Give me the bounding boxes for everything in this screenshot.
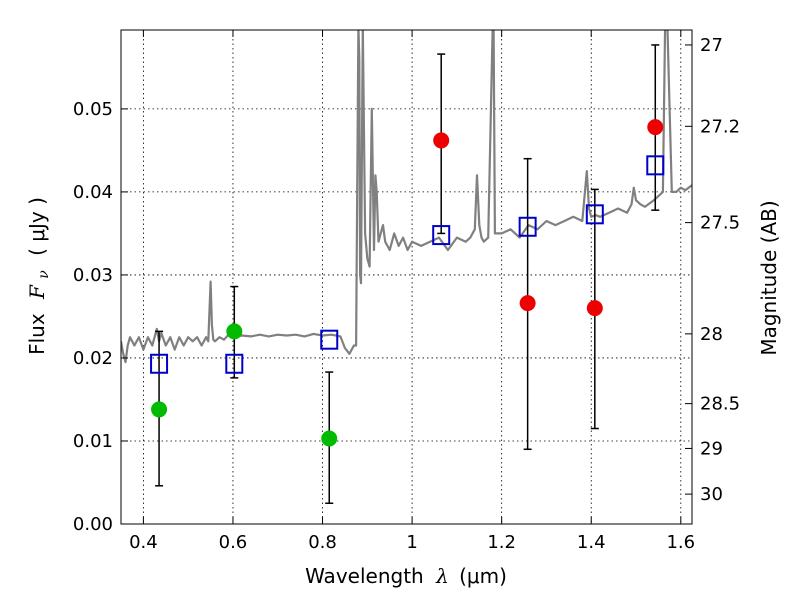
error-bars-layer (155, 44, 660, 504)
right-tick-label: 28.5 (700, 394, 740, 415)
y-tick-label: 0.03 (73, 265, 113, 286)
right-tick-label: 27 (700, 35, 723, 56)
model-flux-square (150, 353, 169, 374)
x-tick-label: 1.2 (487, 532, 516, 553)
photometry-point (586, 300, 603, 317)
photometry-point (433, 132, 450, 149)
x-axis-label: Wavelength λ (μm) (305, 564, 507, 588)
right-tick-label: 27.2 (700, 116, 740, 137)
model-flux-square (225, 353, 244, 374)
model-spectrum-line (121, 30, 692, 364)
y-axis-label-subscript: ν (36, 270, 52, 279)
model-flux-square (646, 155, 665, 176)
photometry-point (151, 401, 168, 418)
right-axis-label: Magnitude (AB) (757, 200, 781, 355)
photometry-point (647, 119, 664, 136)
y-tick-label: 0.02 (73, 348, 113, 369)
x-tick-label: 1 (406, 532, 417, 553)
model-flux-square (320, 329, 339, 350)
model-flux-square (518, 216, 537, 237)
y-tick-label: 0.00 (73, 514, 113, 535)
right-tick-label: 28 (700, 324, 723, 345)
right-tick-label: 27.5 (700, 213, 740, 234)
x-tick-label: 1.4 (577, 532, 606, 553)
plot-frame (120, 29, 693, 525)
y-axis-label-symbol: F (25, 284, 49, 300)
x-axis-label-main: Wavelength (305, 564, 424, 588)
right-tick-label: 29 (700, 438, 723, 459)
y-tick-label: 0.01 (73, 431, 113, 452)
y-axis-label-unit: ( μJy ) (25, 197, 49, 256)
photometry-point (321, 430, 338, 447)
model-flux-square (585, 204, 604, 225)
x-axis-label-symbol: λ (435, 564, 449, 588)
y-axis-label-main: Flux (25, 313, 49, 355)
grid-lines (121, 30, 692, 525)
right-tick-label: 30 (700, 484, 723, 505)
y-axis-label: Flux F ν ( μJy ) (25, 197, 53, 355)
model-spectrum-layer (121, 30, 692, 364)
photometry-point (519, 295, 536, 312)
x-tick-label: 0.8 (308, 532, 337, 553)
x-axis-label-unit: (μm) (459, 564, 507, 588)
y-tick-label: 0.04 (73, 182, 113, 203)
model-flux-square (432, 225, 451, 246)
x-tick-label: 1.6 (666, 532, 695, 553)
x-tick-label: 0.6 (219, 532, 248, 553)
data-points-layer (150, 119, 665, 447)
photometry-point (226, 323, 243, 340)
axis-ticks: 0.4 0.6 0.8 1 1.2 1.4 1.6 0.00 0.01 0.02 0.03 0.04 0… (73, 30, 740, 553)
x-tick-label: 0.4 (129, 532, 158, 553)
y-tick-label: 0.05 (73, 99, 113, 120)
